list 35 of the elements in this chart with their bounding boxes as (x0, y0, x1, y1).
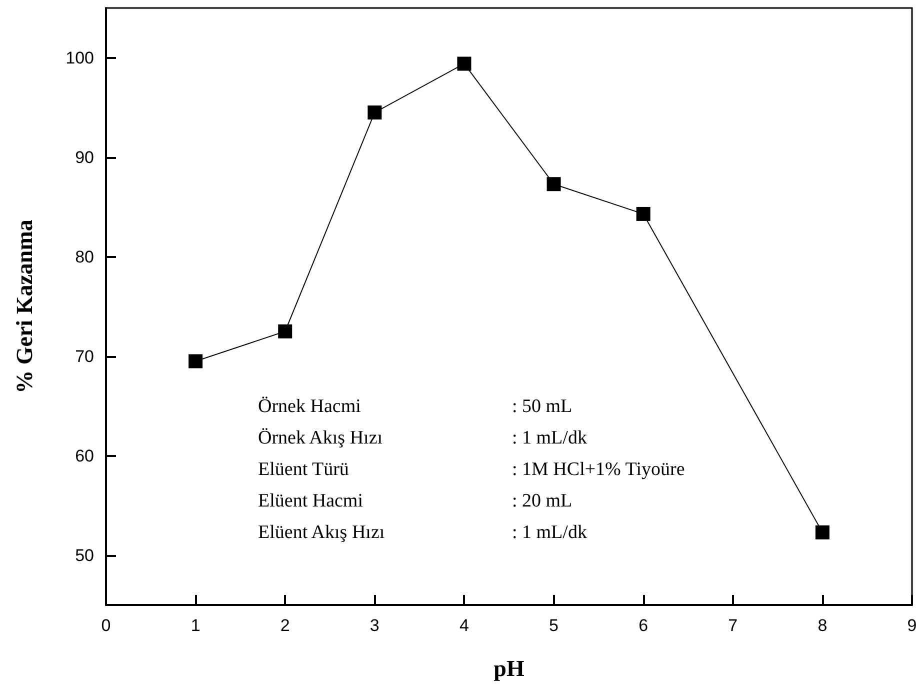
y-tick-label: 50 (75, 546, 94, 565)
x-tick-label: 9 (907, 616, 917, 635)
annotation: : 20 mL (512, 490, 572, 512)
point (188, 354, 203, 368)
x-tick-label: 8 (818, 616, 828, 635)
annotation: Elüent Türü (258, 459, 350, 480)
annotation: : 1 mL/dk (512, 522, 588, 543)
x-axis-title: pH (494, 656, 524, 681)
x-tick-label: 0 (101, 616, 111, 635)
annotation: Elüent Akış Hızı (258, 522, 385, 543)
x-tick-label: 7 (728, 616, 738, 635)
x-tick-label: 4 (459, 616, 469, 635)
x-tick-label: 1 (190, 616, 200, 635)
annotation: Elüent Hacmi (258, 490, 363, 512)
x-tick-label: 2 (280, 616, 290, 635)
annotation: Örnek Hacmi (258, 396, 361, 417)
point (368, 105, 382, 120)
annotation: : 1 mL/dk (512, 428, 588, 448)
x-tick-label: 3 (370, 616, 380, 635)
x-tick-label: 6 (638, 616, 648, 635)
point (815, 525, 830, 540)
annotation: Örnek Akış Hızı (258, 428, 383, 448)
point (636, 206, 650, 221)
y-tick-label: 60 (75, 446, 94, 466)
point (278, 324, 292, 338)
y-tick-label: 90 (75, 148, 94, 167)
annotation: : 50 mL (512, 396, 572, 417)
y-tick-label: 100 (66, 48, 94, 68)
y-tick-label: 80 (75, 247, 94, 266)
y-tick-label: 70 (75, 346, 94, 366)
point (546, 177, 561, 192)
annotation: : 1M HCl+1% Tiyoüre (512, 459, 685, 480)
x-tick-label: 5 (549, 616, 559, 635)
point (457, 56, 472, 71)
y-axis-title: % Geri Kazanma (12, 219, 37, 394)
